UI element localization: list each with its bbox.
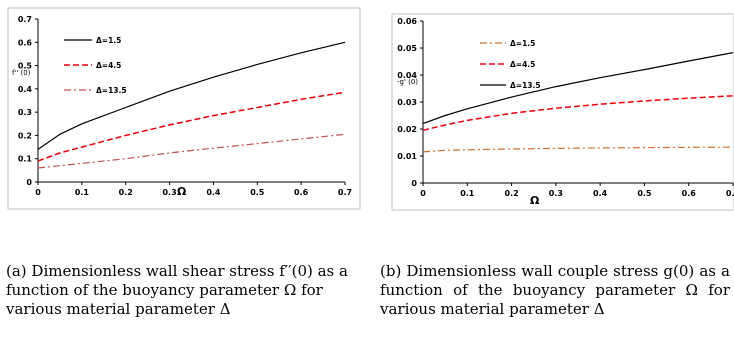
y-axis-label: -g' (0) — [397, 78, 418, 86]
chart-a: 0 0.1 0.2 0.3 0.4 0.5 0.6 0.7 0 0.1 0.2 0.3 0.4 0.5 0.… — [7, 7, 361, 210]
chart-b: 0 0.1 0.2 0.3 0.4 0.5 0.6 0.7 0 0.01 0.02 0.03 0.04 0… — [391, 13, 734, 211]
series-line-3 — [37, 133, 346, 169]
y-tick-label: 0.3 — [18, 108, 32, 117]
series-line-2 — [37, 91, 346, 162]
legend-label-3: Δ=13.5 — [510, 81, 541, 90]
y-tick-label: 0.7 — [18, 15, 32, 24]
panel-a: 0 0.1 0.2 0.3 0.4 0.5 0.6 0.7 0 0.1 0.2 0.3 0.4 0.5 0.… — [6, 7, 361, 318]
x-tick-label: 0.3 — [549, 189, 563, 198]
x-tick-label: 0.2 — [119, 188, 133, 197]
y-tick-label: 0 — [411, 179, 417, 188]
x-tick-label: 0.7 — [338, 188, 352, 197]
plot-frame — [391, 13, 734, 211]
x-tick-label: 0.6 — [682, 189, 697, 198]
x-axis-label: Ω — [530, 194, 540, 207]
x-tick-label: 0.1 — [460, 189, 475, 198]
y-tick-label: 0.04 — [397, 71, 417, 80]
y-tick-label: 0.03 — [397, 98, 417, 107]
y-tick-label: 0.4 — [18, 85, 33, 94]
legend-label-2: Δ=4.5 — [510, 60, 535, 69]
y-tick-label: 0.1 — [18, 155, 33, 164]
y-axis-label: f'' (0) — [12, 69, 31, 77]
x-tick-label: 0.6 — [294, 188, 309, 197]
caption-b: (b) Dimensionless wall couple stress g(0… — [380, 262, 730, 318]
x-tick-label: 0.5 — [637, 189, 652, 198]
caption-a: (a) Dimensionless wall shear stress f′′(… — [6, 262, 348, 318]
x-axis-label: Ω — [177, 185, 187, 198]
y-tick-label: 0.01 — [397, 152, 417, 161]
x-tick-label: 0.1 — [75, 188, 90, 197]
x-tick-label: 0.7 — [726, 189, 734, 198]
legend-label-1: Δ=1.5 — [96, 36, 121, 45]
legend-label-3: Δ=13.5 — [96, 86, 127, 95]
y-tick-label: 0.05 — [397, 44, 417, 53]
legend-label-2: Δ=4.5 — [96, 61, 121, 70]
y-tick-label: 0.5 — [18, 62, 33, 71]
x-tick-label: 0.4 — [206, 188, 221, 197]
panel-b: 0 0.1 0.2 0.3 0.4 0.5 0.6 0.7 0 0.01 0.02 0.03 0.04 0… — [380, 0, 734, 355]
y-tick-label: 0.2 — [18, 131, 32, 140]
y-tick-label: 0 — [26, 178, 32, 187]
series-line-2 — [422, 95, 734, 132]
series-line-1 — [37, 41, 346, 150]
y-tick-label: 0.06 — [397, 17, 417, 26]
x-tick-label: 0.2 — [504, 189, 518, 198]
x-tick-label: 0 — [35, 188, 41, 197]
y-tick-label: 0.02 — [397, 125, 417, 134]
series-line-1 — [422, 146, 734, 153]
legend-label-1: Δ=1.5 — [510, 39, 535, 48]
x-tick-label: 0 — [420, 189, 426, 198]
series-line-3 — [422, 52, 734, 125]
x-tick-label: 0.3 — [162, 188, 176, 197]
x-tick-label: 0.4 — [593, 189, 608, 198]
x-tick-label: 0.5 — [250, 188, 265, 197]
plot-frame — [7, 7, 361, 210]
y-tick-label: 0.6 — [18, 38, 33, 47]
